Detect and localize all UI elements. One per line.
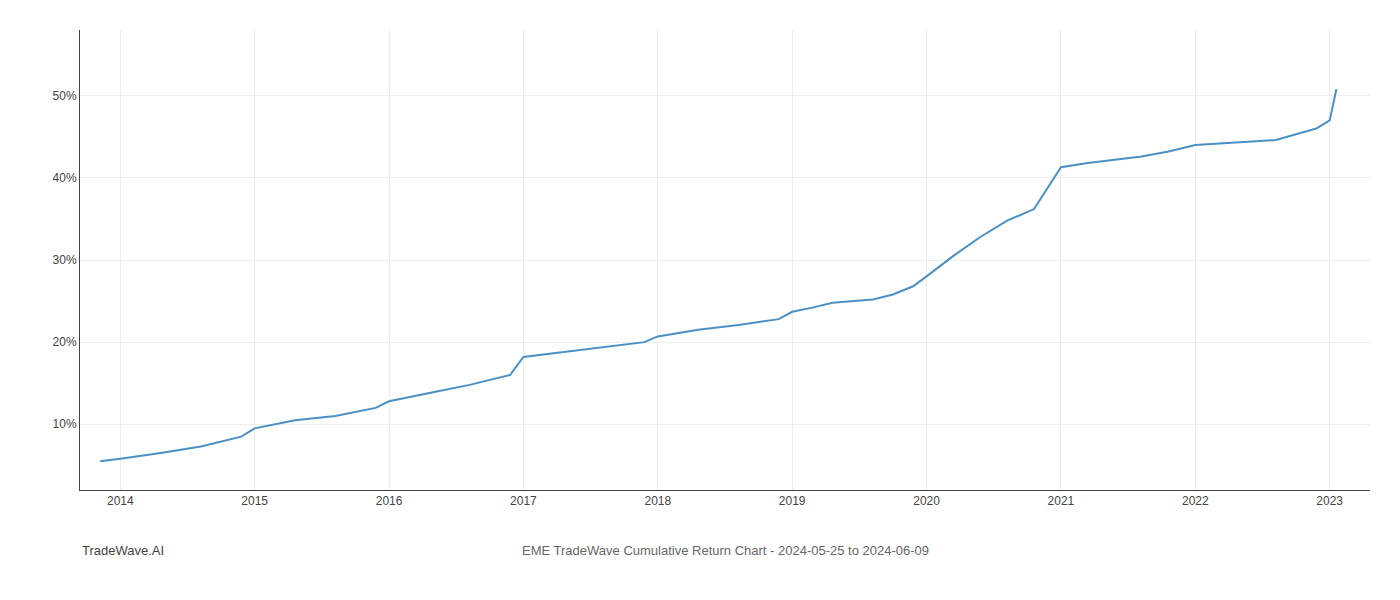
svg-text:TradeWave.AI: TradeWave.AI — [82, 543, 164, 558]
svg-text:20%: 20% — [53, 335, 77, 349]
svg-text:2020: 2020 — [913, 494, 940, 508]
svg-text:50%: 50% — [53, 89, 77, 103]
svg-text:2014: 2014 — [107, 494, 134, 508]
svg-text:2019: 2019 — [779, 494, 806, 508]
svg-text:2018: 2018 — [644, 494, 671, 508]
svg-text:30%: 30% — [53, 253, 77, 267]
svg-text:2023: 2023 — [1316, 494, 1343, 508]
svg-text:40%: 40% — [53, 171, 77, 185]
svg-text:2016: 2016 — [376, 494, 403, 508]
svg-text:10%: 10% — [53, 417, 77, 431]
svg-text:2015: 2015 — [241, 494, 268, 508]
svg-text:2021: 2021 — [1048, 494, 1075, 508]
svg-text:2017: 2017 — [510, 494, 537, 508]
svg-text:2022: 2022 — [1182, 494, 1209, 508]
svg-text:EME TradeWave Cumulative Retur: EME TradeWave Cumulative Return Chart - … — [522, 543, 929, 558]
